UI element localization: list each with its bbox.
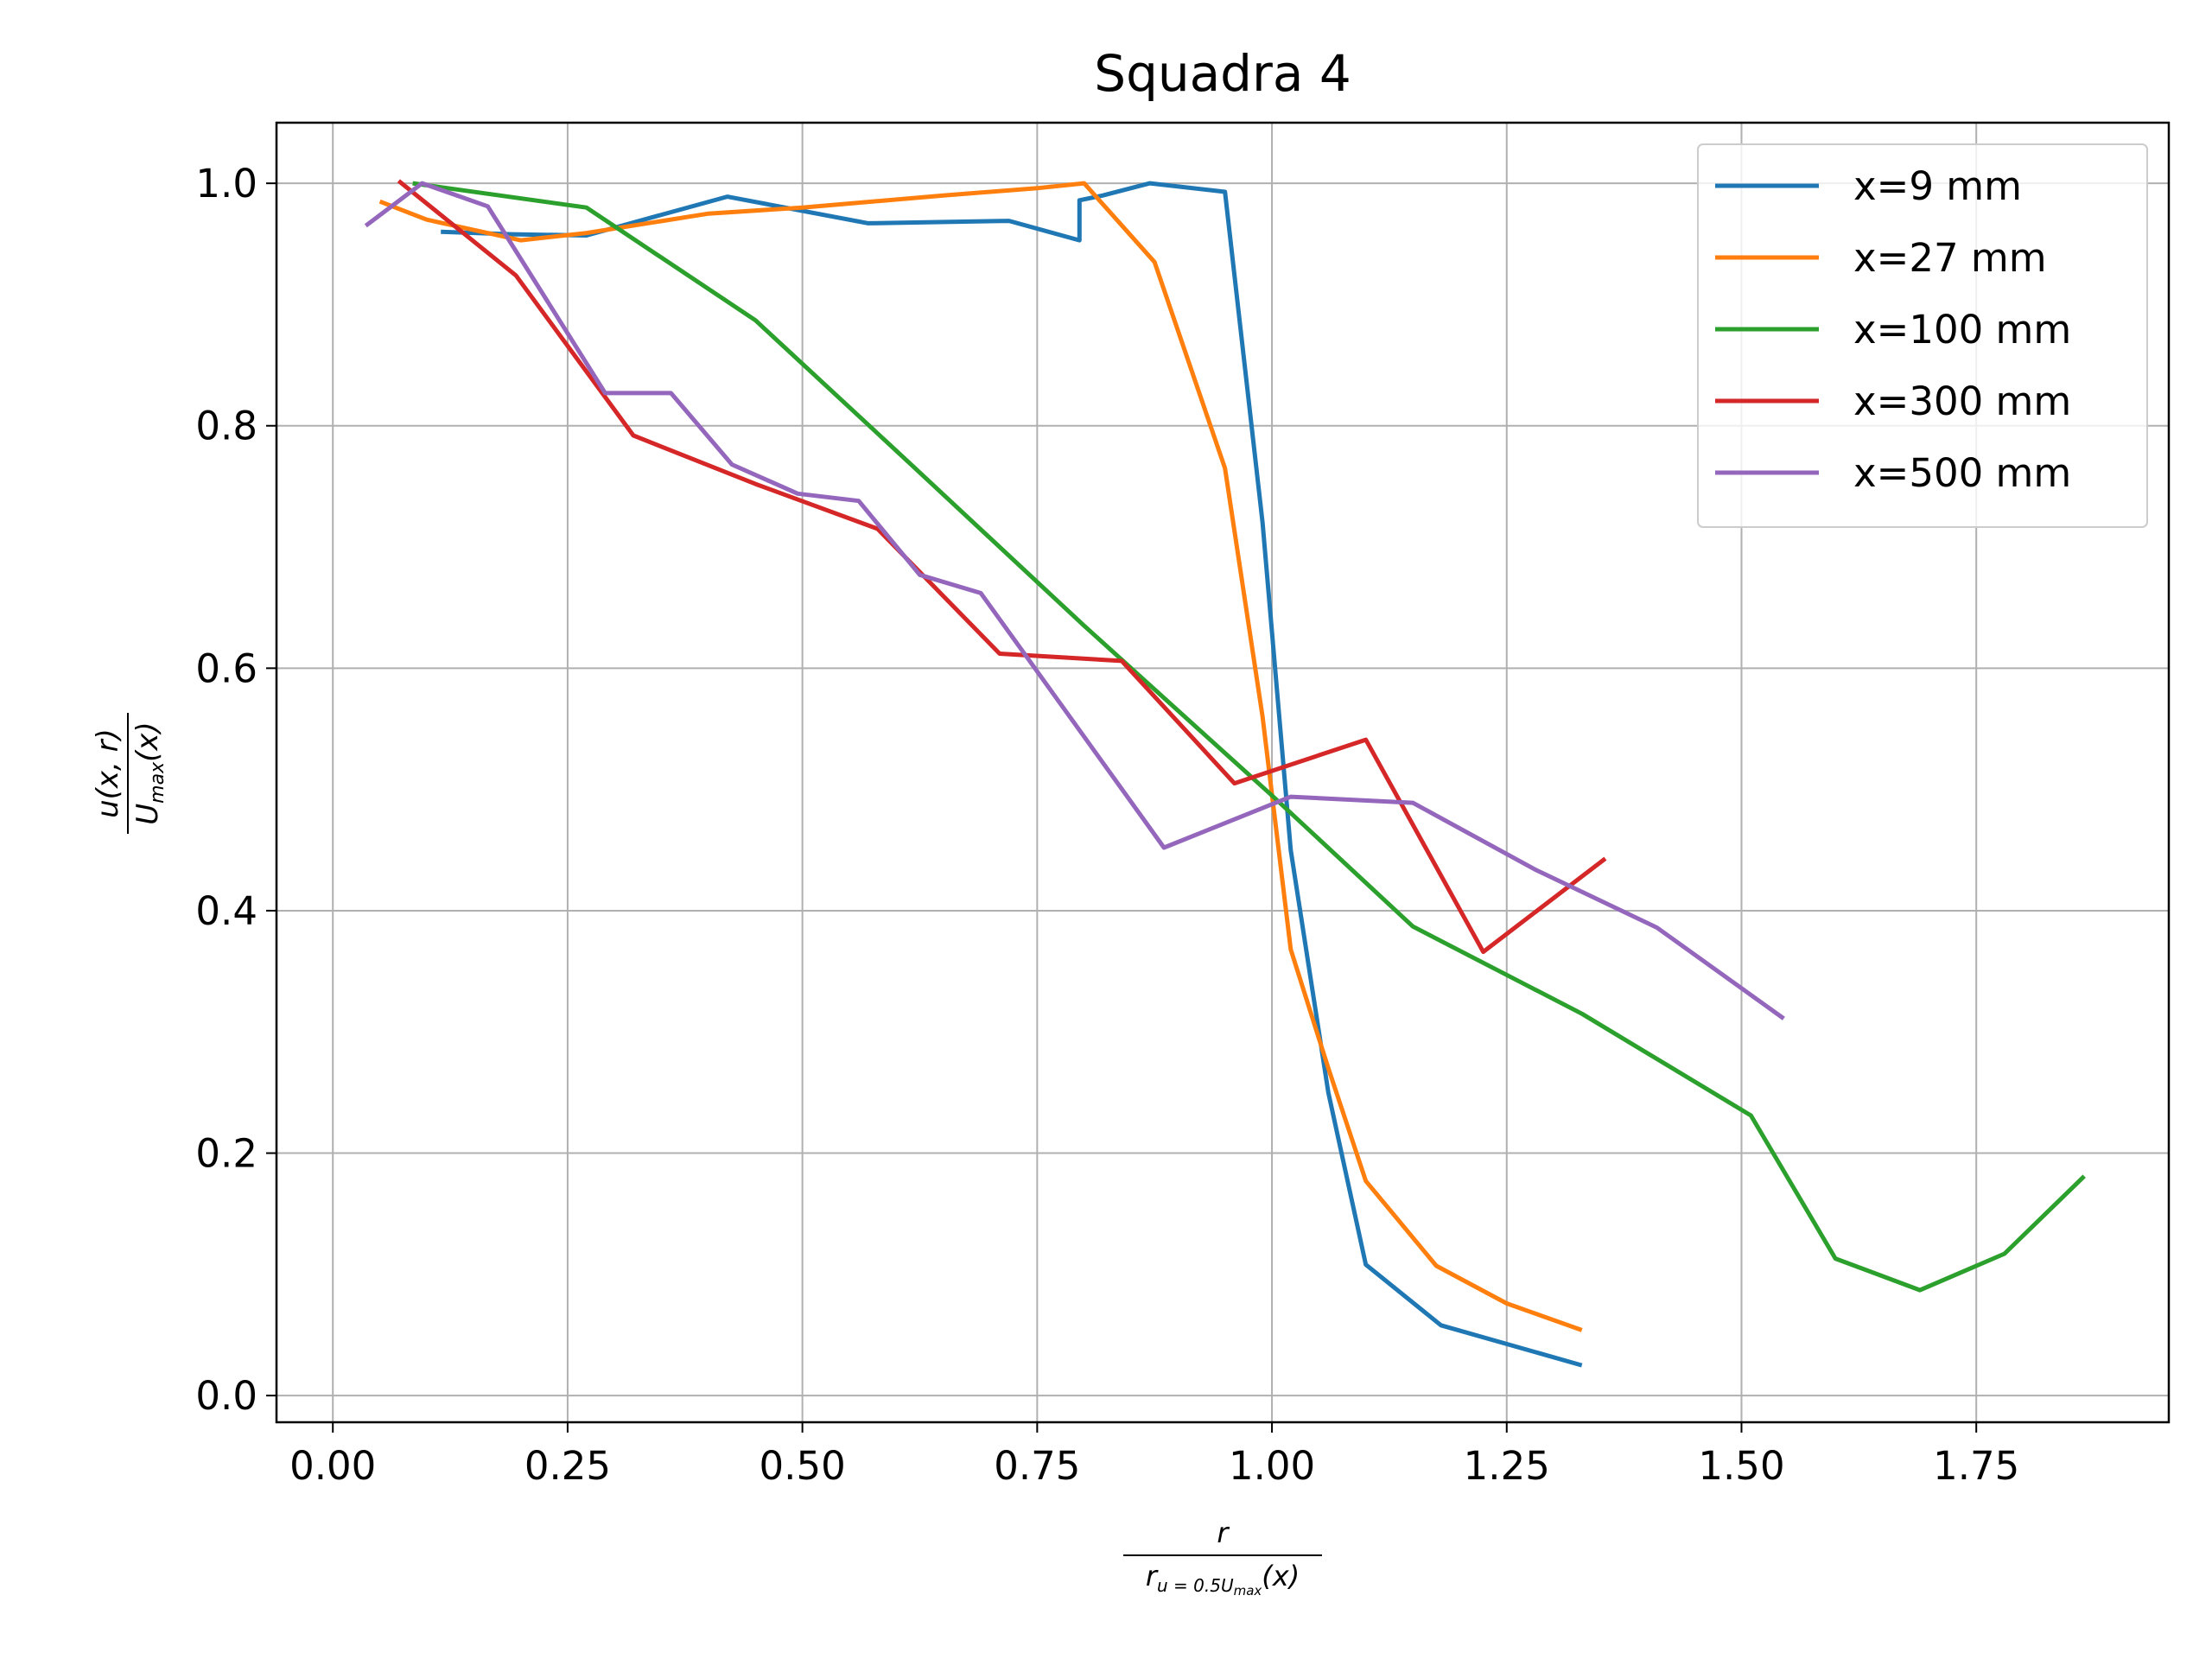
- x-axis-label-denominator: ru = 0.5Umax(x): [1146, 1560, 1300, 1599]
- series-lines: [364, 179, 2086, 1368]
- series-line-4: [364, 181, 1785, 1020]
- x-axis-ticks: 0.00 0.25 0.50 0.75 1.00 1.25 1.50 1.75: [289, 1422, 2019, 1489]
- legend: x=9 mm x=27 mm x=100 mm x=300 mm x=500 mm: [1697, 143, 2148, 528]
- y-axis-label-denominator: Umax(x): [130, 721, 168, 824]
- y-tick-label: 0.8: [195, 404, 257, 449]
- y-axis-label: u(x, r) Umax(x): [91, 713, 168, 834]
- y-axis-label-denominator-tail: (x): [130, 721, 165, 762]
- series-line-3: [397, 179, 1607, 955]
- x-tick-label: 0.25: [524, 1443, 611, 1489]
- x-axis-label-denominator-main: r: [1146, 1560, 1159, 1592]
- legend-label-4: x=500 mm: [1853, 450, 2071, 496]
- y-tick-label: 0.2: [195, 1131, 257, 1177]
- x-tick-label: 1.00: [1229, 1443, 1315, 1489]
- x-tick-label: 1.50: [1698, 1443, 1784, 1489]
- x-axis-label-numerator: r: [1217, 1516, 1230, 1549]
- y-axis-label-denominator-main: U: [130, 804, 165, 825]
- x-tick-label: 0.75: [994, 1443, 1080, 1489]
- axes-frame: [275, 121, 2171, 1424]
- chart-title: Squadra 4: [1094, 44, 1351, 103]
- x-axis-label-denominator-tail: (x): [1262, 1560, 1300, 1592]
- x-tick-label: 1.75: [1933, 1443, 2019, 1489]
- y-axis-ticks: 0.0 0.2 0.4 0.6 0.8 1.0: [195, 161, 276, 1419]
- y-tick-label: 1.0: [195, 161, 257, 207]
- series-line-2: [412, 181, 2086, 1293]
- legend-label-0: x=9 mm: [1853, 163, 2022, 209]
- y-axis-label-denominator-sub: max: [147, 761, 168, 804]
- y-tick-label: 0.0: [195, 1373, 257, 1419]
- series-line-0: [441, 181, 1583, 1368]
- x-tick-label: 0.50: [760, 1443, 846, 1489]
- series-line-1: [378, 181, 1583, 1332]
- y-tick-label: 0.4: [195, 888, 257, 934]
- legend-label-2: x=100 mm: [1853, 307, 2071, 353]
- x-tick-label: 1.25: [1464, 1443, 1550, 1489]
- x-tick-label: 0.00: [289, 1443, 376, 1489]
- x-axis-label-denominator-subsub: max: [1234, 1583, 1262, 1599]
- legend-label-3: x=300 mm: [1853, 378, 2071, 424]
- x-axis-label: r ru = 0.5Umax(x): [1123, 1516, 1322, 1599]
- y-axis-label-numerator: u(x, r): [91, 728, 125, 818]
- y-tick-label: 0.6: [195, 645, 257, 691]
- legend-box: [1697, 143, 2148, 528]
- legend-label-1: x=27 mm: [1853, 235, 2047, 281]
- x-axis-label-denominator-sub: u = 0.5U: [1157, 1575, 1234, 1596]
